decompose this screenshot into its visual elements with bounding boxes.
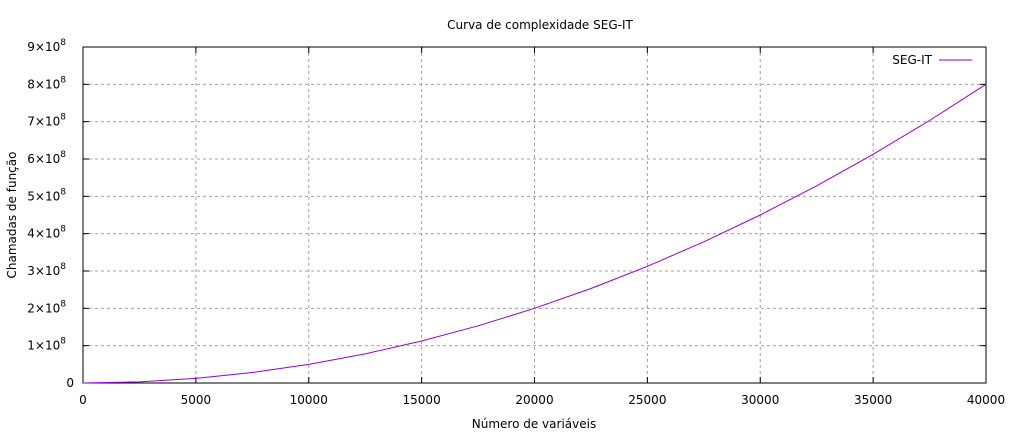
y-tick-label: 9×108 xyxy=(27,38,66,54)
legend: SEG-IT xyxy=(892,53,972,67)
chart-title: Curva de complexidade SEG-IT xyxy=(447,18,633,32)
y-tick-label: 0 xyxy=(66,376,74,390)
x-tick-label: 35000 xyxy=(854,393,892,407)
x-tick-label: 40000 xyxy=(967,393,1005,407)
y-tick-label: 8×108 xyxy=(27,75,66,91)
y-tick-label: 3×108 xyxy=(27,262,66,278)
y-axis: 0 1×108 2×108 3×108 4×108 5×108 6×108 7×108 8×10… xyxy=(27,38,986,390)
y-axis-label: Chamadas de função xyxy=(5,152,19,279)
x-axis: 0 5000 10000 15000 20000 25000 30000 35000 40000 xyxy=(79,47,1005,407)
legend-label-seg-it: SEG-IT xyxy=(892,53,932,67)
x-axis-label: Número de variáveis xyxy=(472,417,596,431)
series-line-seg-it xyxy=(82,83,987,384)
y-tick-label: 2×108 xyxy=(27,299,66,315)
y-tick-label: 1×108 xyxy=(27,337,66,353)
x-tick-label: 20000 xyxy=(515,393,553,407)
grid-lines xyxy=(83,47,986,383)
x-tick-label: 30000 xyxy=(741,393,779,407)
y-tick-label: 6×108 xyxy=(27,150,66,166)
x-tick-label: 15000 xyxy=(403,393,441,407)
series-layer xyxy=(82,83,987,384)
y-tick-label: 4×108 xyxy=(27,225,66,241)
x-tick-label: 25000 xyxy=(628,393,666,407)
y-tick-label: 7×108 xyxy=(27,113,66,129)
x-tick-label: 10000 xyxy=(290,393,328,407)
x-tick-label: 5000 xyxy=(181,393,212,407)
y-tick-label: 5×108 xyxy=(27,187,66,203)
x-tick-label: 0 xyxy=(79,393,87,407)
